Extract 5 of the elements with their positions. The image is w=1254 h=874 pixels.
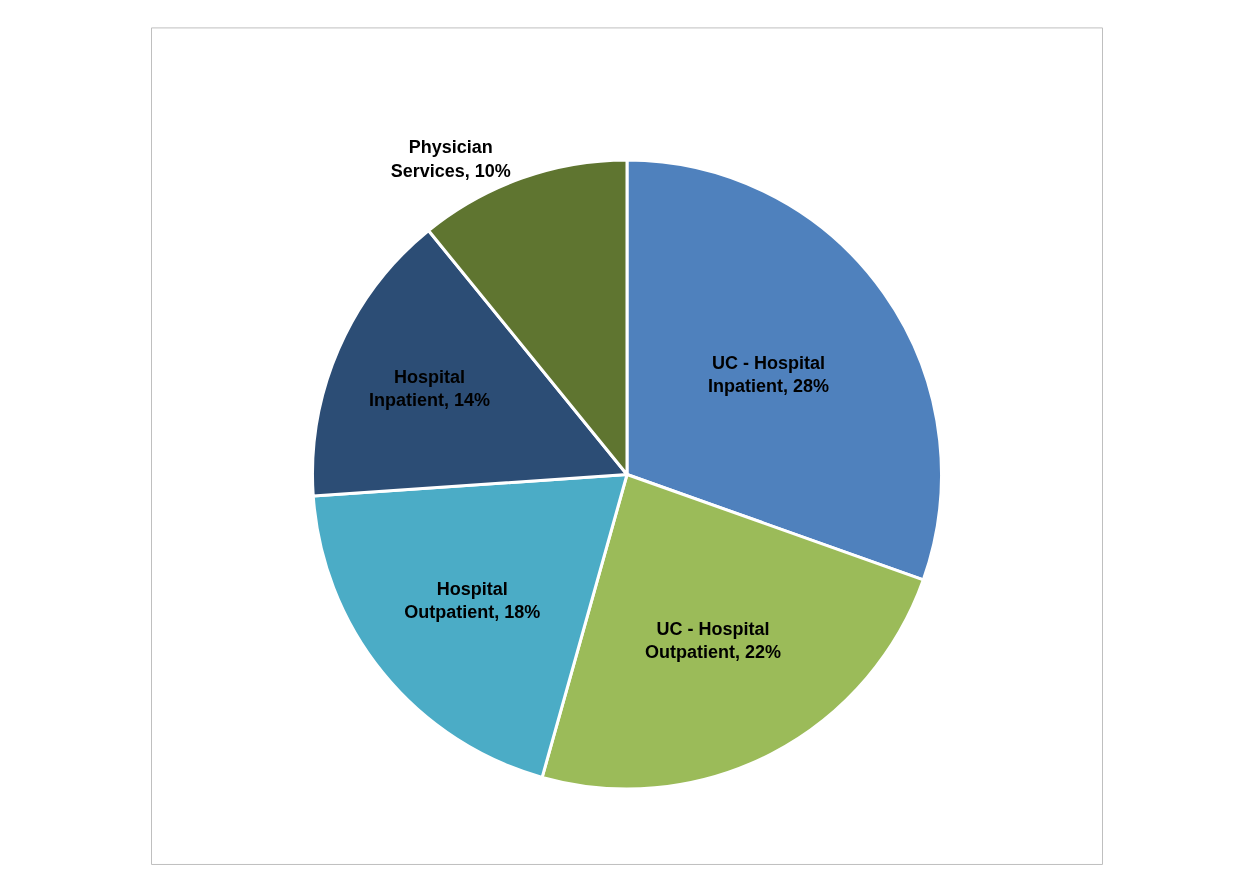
slice-label: UC - Hospital Outpatient, 22% [644,618,782,663]
slice-label: Physician Services, 10% [390,137,511,181]
slice-label: Hospital Outpatient, 18% [404,578,541,623]
slice-label: Hospital Inpatient, 14% [368,366,490,411]
slice-label: UC - Hospital Inpatient, 28% [707,352,829,397]
